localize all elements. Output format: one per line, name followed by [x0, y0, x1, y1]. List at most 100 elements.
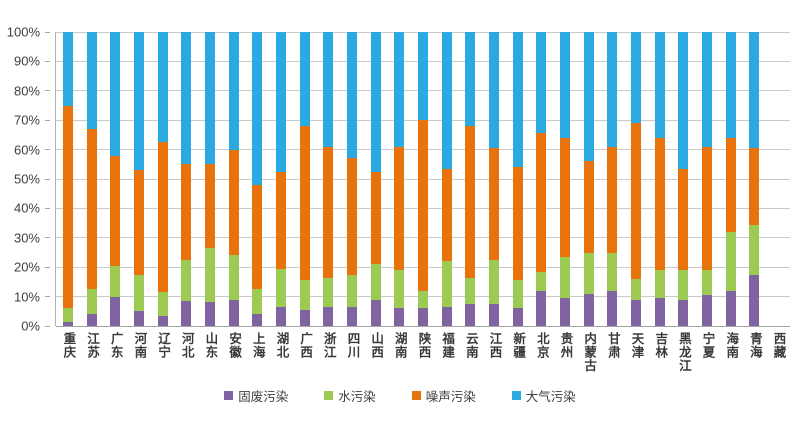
x-label-cell: 北京 — [529, 332, 553, 373]
bar-column — [600, 32, 624, 326]
bar-segment — [110, 32, 121, 156]
bar-column — [671, 32, 695, 326]
bar-column — [742, 32, 766, 326]
bar-segment — [465, 303, 476, 326]
bar-segment — [701, 32, 712, 147]
x-axis-label: 江西 — [487, 332, 502, 359]
bar-segment — [441, 261, 452, 307]
y-tick-mark — [45, 90, 50, 92]
bar-segment — [441, 32, 452, 169]
x-axis-label: 天津 — [629, 332, 644, 359]
bar-segment — [630, 32, 641, 124]
bar-column — [435, 32, 459, 326]
bar-segment — [441, 306, 452, 326]
bar-stack — [559, 32, 570, 326]
y-tick-mark — [45, 149, 50, 151]
bar-column — [245, 32, 269, 326]
bar-stack — [299, 32, 310, 326]
x-axis-label: 内蒙古 — [582, 332, 597, 373]
bar-segment — [299, 32, 310, 127]
x-label-cell: 甘肃 — [600, 332, 624, 373]
plot-area — [56, 31, 790, 327]
x-axis: 重庆 江苏 广东 河南 辽宁 河北 山东 安徽 上海 湖北 广西 浙江 四川 山西 湖南 陕西 福建 云南 江西 新疆… — [56, 332, 790, 373]
bar-segment — [110, 296, 121, 326]
x-axis-label: 河南 — [132, 332, 147, 359]
y-tick-mark — [45, 60, 50, 62]
x-axis-label: 西藏 — [771, 332, 786, 359]
bar-segment — [607, 290, 618, 326]
bar-segment — [512, 280, 523, 309]
y-tick-label: 100% — [6, 24, 40, 40]
bar-segment — [583, 32, 594, 162]
bar-segment — [275, 268, 286, 307]
y-tick-mark — [45, 237, 50, 239]
bar-segment — [725, 290, 736, 326]
bar-segment — [181, 259, 192, 302]
bar-stack — [346, 32, 357, 326]
x-label-cell: 广东 — [103, 332, 127, 373]
bar-segment — [181, 164, 192, 260]
bar-segment — [417, 290, 428, 309]
x-axis-label: 上海 — [250, 332, 265, 359]
bar-stack — [157, 32, 168, 326]
bar-segment — [370, 32, 381, 172]
bar-segment — [62, 308, 73, 322]
bar-segment — [583, 161, 594, 253]
bar-segment — [630, 299, 641, 326]
bar-segment — [749, 274, 760, 326]
bar-segment — [749, 32, 760, 149]
bar-column — [387, 32, 411, 326]
bar-stack — [275, 32, 286, 326]
y-tick-label: 90% — [13, 53, 40, 69]
bar-stack — [678, 32, 689, 326]
bar-column — [269, 32, 293, 326]
x-label-cell: 海南 — [719, 332, 743, 373]
bar-segment — [275, 32, 286, 172]
bar-segment — [749, 148, 760, 225]
bar-segment — [157, 142, 168, 293]
bar-segment — [512, 167, 523, 281]
bar-segment — [559, 298, 570, 326]
x-label-cell: 江苏 — [80, 332, 104, 373]
gridline — [56, 31, 790, 33]
bar-segment — [228, 32, 239, 150]
y-tick-mark — [45, 296, 50, 298]
bar-segment — [630, 123, 641, 279]
y-tick-label: 30% — [13, 230, 40, 246]
bar-segment — [157, 315, 168, 326]
x-axis-label: 四川 — [345, 332, 360, 359]
bar-segment — [394, 146, 405, 271]
bar-stack — [441, 32, 452, 326]
x-label-cell: 陕西 — [411, 332, 435, 373]
bar-column — [695, 32, 719, 326]
bar-segment — [181, 32, 192, 165]
y-tick-mark — [45, 119, 50, 121]
bar-segment — [204, 164, 215, 249]
bar-segment — [252, 184, 263, 290]
bar-column — [411, 32, 435, 326]
bar-segment — [512, 308, 523, 326]
x-axis-label: 陕西 — [416, 332, 431, 359]
bar-column — [103, 32, 127, 326]
y-tick-label: 80% — [13, 83, 40, 99]
bar-stack — [252, 32, 263, 326]
legend-item: 噪声污染 — [411, 386, 476, 405]
bar-stack — [583, 32, 594, 326]
bar-segment — [133, 32, 144, 171]
bar-column — [174, 32, 198, 326]
y-tick-label: 0% — [21, 318, 40, 334]
x-label-cell: 福建 — [435, 332, 459, 373]
bar-segment — [62, 105, 73, 309]
bar-segment — [559, 32, 570, 138]
bar-stack — [86, 32, 97, 326]
bar-segment — [370, 171, 381, 265]
legend: 固废污染 水污染 噪声污染 大气污染 — [0, 386, 800, 405]
bar-segment — [701, 270, 712, 296]
x-axis-label: 辽宁 — [156, 332, 171, 359]
x-label-cell: 上海 — [245, 332, 269, 373]
bar-column — [222, 32, 246, 326]
x-axis-label: 宁夏 — [700, 332, 715, 359]
bar-segment — [86, 289, 97, 315]
bar-stack — [488, 32, 499, 326]
